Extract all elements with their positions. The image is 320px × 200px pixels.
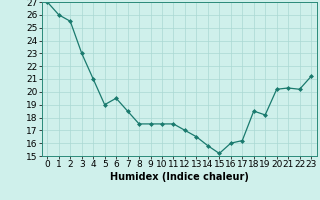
X-axis label: Humidex (Indice chaleur): Humidex (Indice chaleur) <box>110 172 249 182</box>
